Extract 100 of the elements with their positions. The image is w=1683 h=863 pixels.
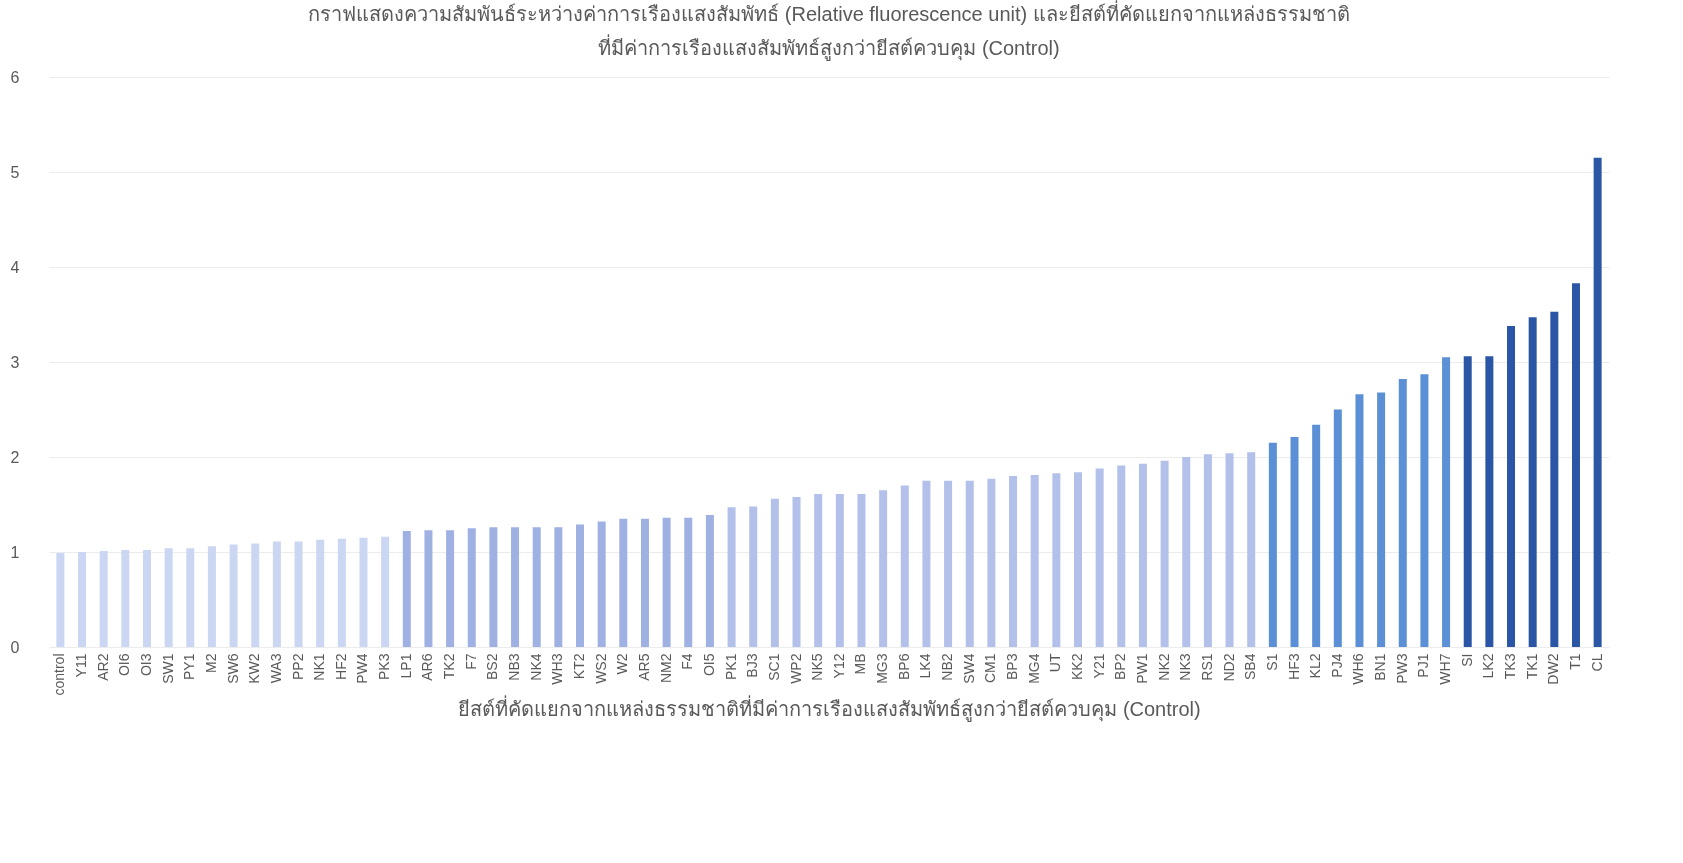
bar	[987, 478, 996, 647]
x-tick-label: M2	[202, 653, 219, 673]
x-tick-label: WP2	[787, 653, 804, 684]
bar	[814, 494, 823, 647]
x-tick-label: MG4	[1025, 653, 1042, 684]
bar	[316, 539, 325, 647]
x-tick-label: UT	[1047, 653, 1064, 673]
x-tick-label: PY1	[181, 653, 198, 680]
x-tick-label: OI5	[700, 653, 717, 677]
bar	[489, 527, 498, 647]
x-tick-label: BJ3	[744, 653, 761, 678]
y-tick-label: 4	[10, 258, 20, 276]
bar	[121, 550, 130, 647]
bar	[619, 518, 628, 647]
x-tick-label: Y11	[73, 653, 90, 678]
x-tick-label: PP2	[289, 653, 306, 680]
bar	[1550, 311, 1559, 647]
bar	[1030, 475, 1039, 647]
x-tick-label: SW4	[960, 653, 977, 684]
x-tick-label: NB3	[506, 653, 523, 681]
bar	[1442, 357, 1451, 647]
x-tick-label: NM2	[657, 653, 674, 684]
x-tick-label: AR2	[94, 653, 111, 681]
bar	[1247, 452, 1256, 647]
bar	[597, 521, 606, 647]
x-tick-label: KL2	[1307, 653, 1324, 679]
x-tick-label: AR5	[635, 653, 652, 681]
bar	[1160, 460, 1169, 647]
bar	[1073, 472, 1082, 647]
x-tick-label: W2	[614, 653, 631, 675]
bar	[272, 541, 281, 647]
x-axis-title: ยีสต์ที่คัดแยกจากแหล่งธรรมชาติที่มีค่าการเรืองแสงสัมพัทธ์สูงกว่ายีสต์ควบคุม (Control)	[458, 694, 1201, 722]
bar	[1355, 394, 1364, 647]
bar	[749, 506, 758, 647]
x-tick-label: OI3	[137, 653, 154, 677]
bar	[900, 485, 909, 647]
x-tick-label: WH3	[549, 653, 566, 685]
x-tick-label: AR6	[419, 653, 436, 681]
bar	[337, 538, 346, 647]
x-tick-label: MB	[852, 653, 869, 675]
bar	[1117, 465, 1126, 647]
bar	[186, 548, 195, 647]
bar	[835, 494, 844, 647]
x-tick-label: BN1	[1372, 653, 1389, 681]
x-tick-label: KK2	[1068, 653, 1085, 680]
x-tick-label: BP3	[1004, 653, 1021, 680]
bar	[684, 517, 693, 647]
x-tick-label: DW2	[1545, 653, 1562, 685]
bar	[705, 514, 714, 647]
y-tick-label: 2	[10, 448, 20, 466]
x-tick-label: F4	[679, 653, 696, 670]
y-tick-label: 5	[10, 163, 20, 181]
bar	[576, 524, 585, 647]
bar	[78, 552, 87, 647]
bar	[532, 527, 541, 647]
bar	[511, 527, 520, 647]
bar	[879, 490, 888, 647]
x-tick-label: HF3	[1285, 653, 1302, 680]
x-tick-label: F7	[462, 653, 479, 670]
x-tick-label: HF2	[332, 653, 349, 680]
x-tick-label: OI6	[116, 653, 133, 677]
x-tick-label: WH6	[1350, 653, 1367, 685]
x-tick-label: RS1	[1198, 653, 1215, 681]
x-tick-label: Y12	[830, 653, 847, 679]
x-tick-label: SI	[1458, 653, 1475, 667]
x-tick-label: CM1	[982, 653, 999, 684]
bar	[1182, 457, 1191, 647]
bar	[1485, 356, 1494, 647]
x-tick-label: PW4	[354, 653, 371, 684]
bar	[99, 551, 108, 647]
bar	[1268, 442, 1277, 647]
x-tick-label: NK5	[809, 653, 826, 681]
bar	[1138, 463, 1147, 647]
x-tick-label: NB2	[939, 653, 956, 681]
x-tick-label: LK4	[917, 653, 934, 679]
bar	[381, 536, 390, 647]
x-tick-label: WS2	[592, 653, 609, 684]
bar	[1377, 392, 1386, 647]
x-tick-label: KT2	[571, 653, 588, 680]
bar	[944, 480, 953, 647]
x-tick-label: TK2	[441, 653, 458, 680]
x-tick-label: LK2	[1480, 653, 1497, 679]
x-tick-label: SC1	[765, 653, 782, 681]
x-tick-label: PW3	[1393, 653, 1410, 684]
x-tick-label: SW6	[224, 653, 241, 684]
x-tick-label: BP2	[1112, 653, 1129, 680]
bar	[1507, 325, 1516, 647]
x-tick-label: BP6	[895, 653, 912, 680]
x-tick-label: PJ4	[1328, 653, 1345, 678]
bar	[554, 527, 563, 647]
bar	[1290, 437, 1299, 647]
x-tick-label: ND2	[1220, 653, 1237, 682]
bar	[402, 531, 411, 647]
bar	[1463, 356, 1472, 647]
x-tick-label: KW2	[246, 653, 263, 684]
x-tick-label: WH7	[1437, 653, 1454, 685]
x-tick-label: MG3	[874, 653, 891, 684]
x-tick-label: SW1	[159, 653, 176, 684]
bar	[770, 498, 779, 647]
bar	[251, 543, 260, 647]
